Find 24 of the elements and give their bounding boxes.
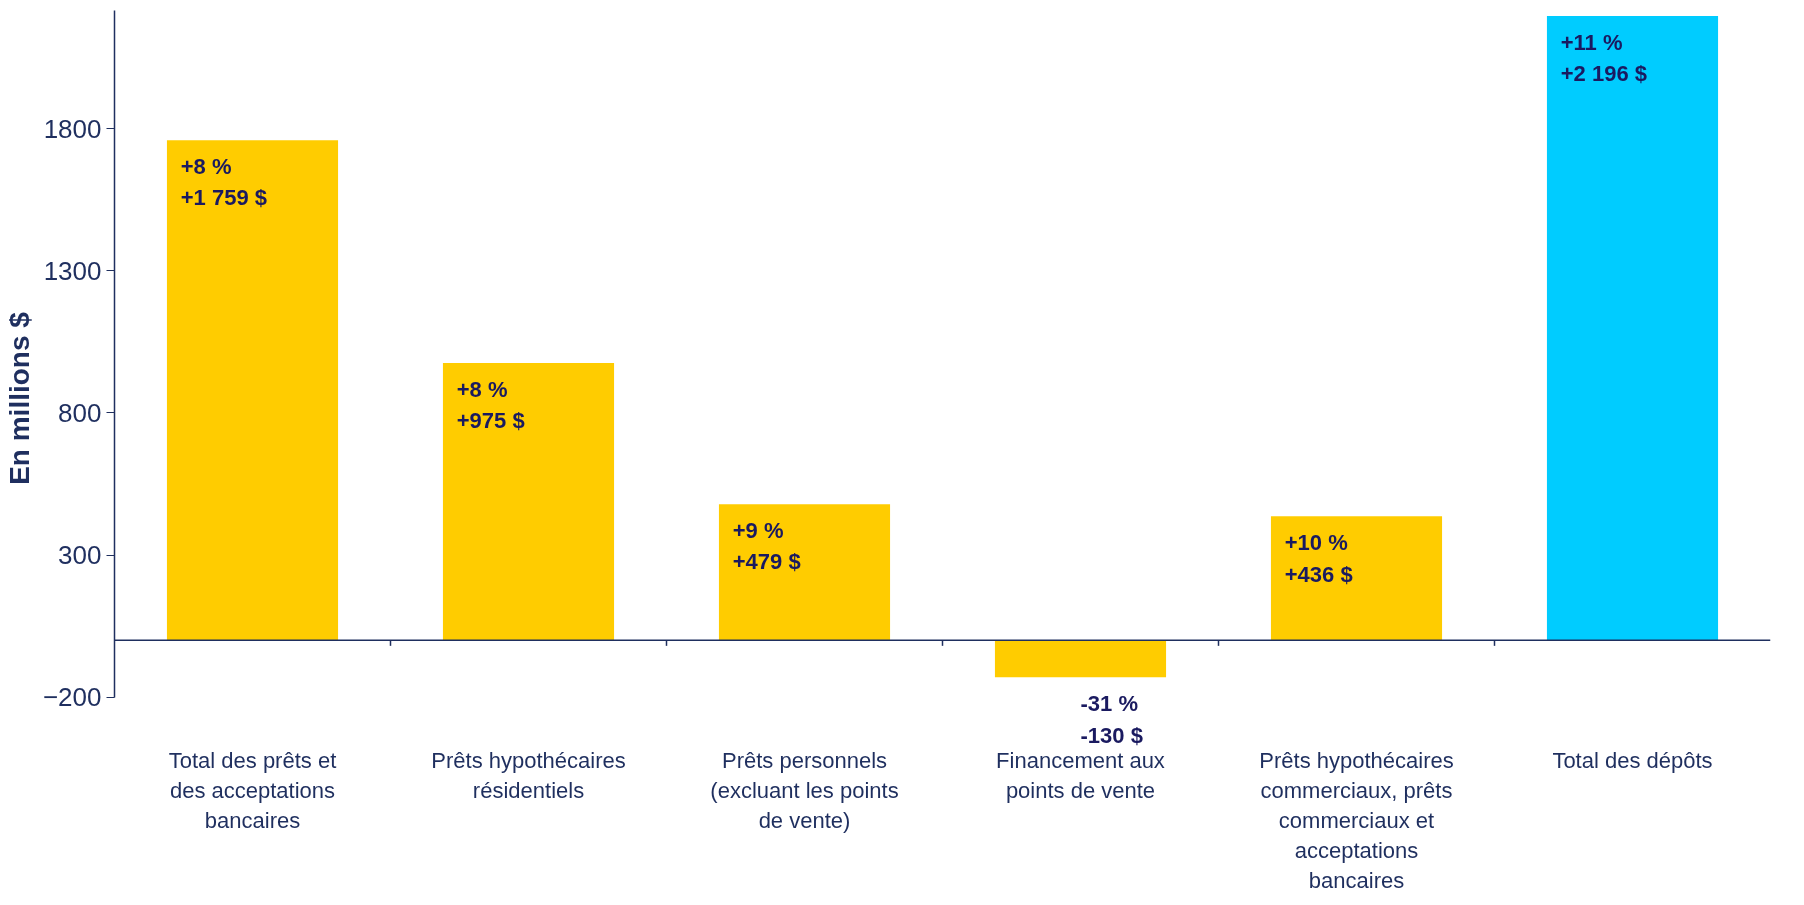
bar — [718, 504, 891, 641]
x-tick-label: Total des dépôts — [1552, 747, 1713, 773]
bar — [1546, 15, 1719, 641]
data-label: +8 % +1 759 $ — [180, 154, 267, 211]
y-axis-title: En millions $ — [3, 311, 35, 485]
y-tick-label: 1800 — [43, 113, 102, 144]
y-tick-label: 300 — [58, 540, 102, 571]
x-tick-label: Prêts personnels (excluant les points de vente) — [710, 747, 899, 833]
data-label: +9 % +479 $ — [732, 518, 801, 575]
y-tick-label: 800 — [58, 397, 102, 428]
bar — [442, 363, 615, 641]
bar — [166, 140, 339, 641]
y-tick-label: 1300 — [43, 255, 102, 286]
data-label: +11 % +2 196 $ — [1560, 29, 1647, 87]
bar — [1270, 516, 1443, 641]
data-label: +8 % +975 $ — [456, 377, 525, 434]
x-tick-label: Financement aux points de vente — [996, 747, 1165, 803]
data-label: -31 % -130 $ — [1080, 691, 1143, 748]
data-label: +10 % +436 $ — [1284, 530, 1353, 587]
x-tick-label: Total des prêts et des acceptations bancaires — [168, 747, 337, 833]
x-tick-label: Prêts hypothécaires commerciaux, prêts commerciaux et acceptations bancaires — [1259, 747, 1454, 893]
y-tick-label: −200 — [42, 682, 102, 713]
x-tick-label: Prêts hypothécaires résidentiels — [431, 747, 626, 803]
bar — [994, 640, 1167, 678]
